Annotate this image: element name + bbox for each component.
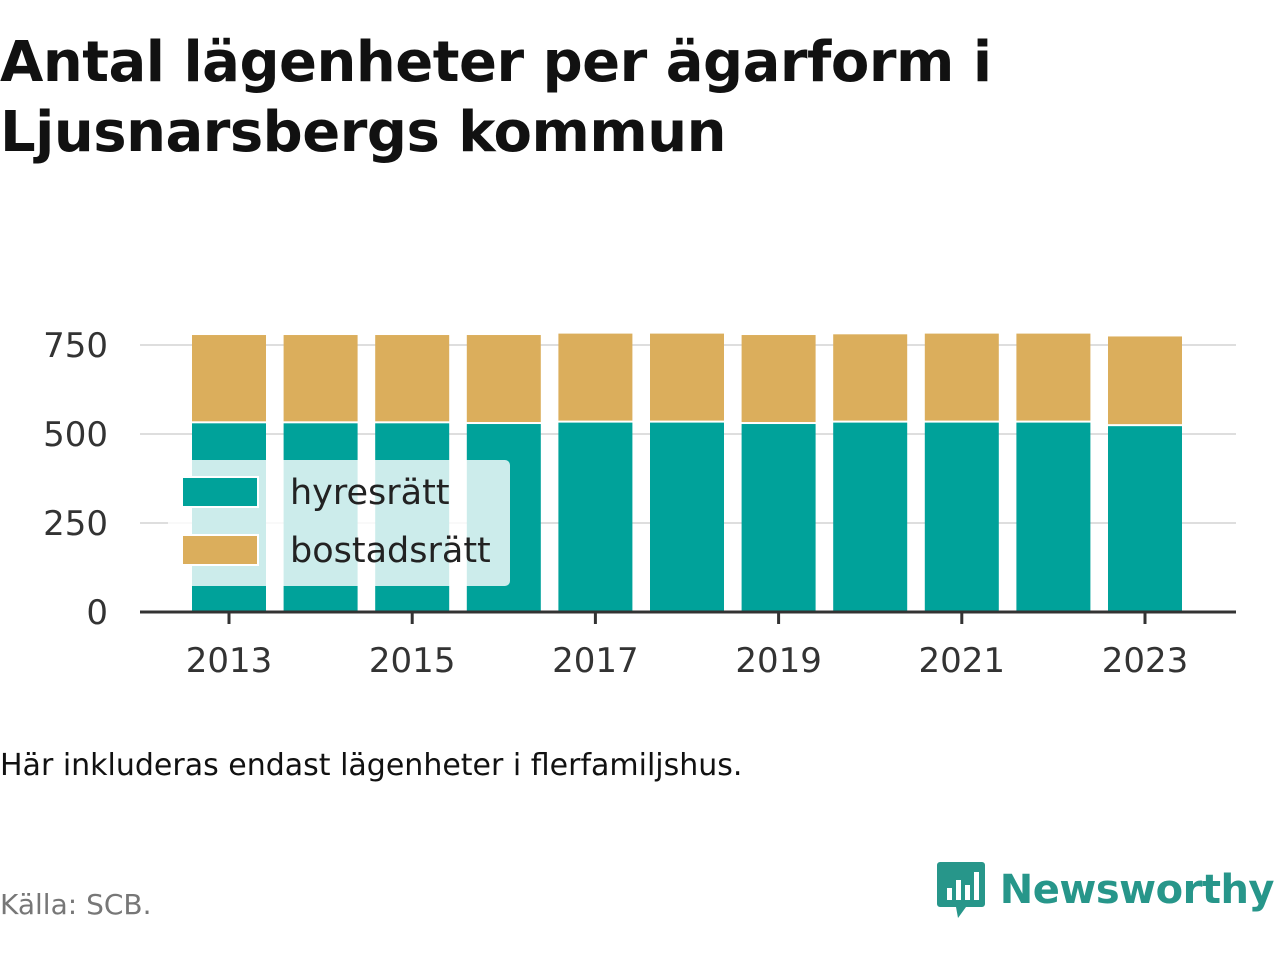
bar-bostadsratt-2015: [375, 335, 450, 422]
bar-hyresratt-2021: [924, 422, 999, 612]
brand-name: Newsworthy: [999, 867, 1275, 913]
axes: 0 250 500 750 2013 2015 2017 2019 2021 2023: [43, 326, 1236, 681]
bar-bostadsratt-2023: [1108, 336, 1182, 425]
y-tick-label: 250: [43, 504, 108, 544]
bar-bostadsratt-2014: [283, 335, 358, 422]
bar-bostadsratt-2022: [1016, 333, 1091, 421]
y-tick-label: 0: [86, 593, 108, 633]
x-tick-label: 2019: [735, 641, 822, 681]
bar-bostadsratt-2017: [558, 333, 633, 421]
newsworthy-chat-icon: [936, 862, 985, 918]
bar-hyresratt-2019: [741, 424, 816, 612]
legend-swatch-hyresratt: [181, 476, 259, 508]
legend: hyresrätt bostadsrätt: [168, 460, 510, 586]
newsworthy-logo: Newsworthy: [936, 860, 1275, 920]
bar-hyresratt-2022: [1016, 422, 1091, 612]
legend-label-hyresratt: hyresrätt: [290, 473, 450, 513]
x-tick-label: 2023: [1102, 641, 1189, 681]
chart-note: Här inkluderas endast lägenheter i flerf…: [0, 748, 743, 783]
x-tick-label: 2013: [186, 641, 273, 681]
y-tick-label: 500: [43, 415, 108, 455]
bar-bostadsratt-2021: [924, 333, 999, 421]
bar-hyresratt-2017: [558, 422, 633, 612]
chart-title: Antal lägenheter per ägarform i Ljusnars…: [0, 30, 992, 165]
bar-bostadsratt-2019: [741, 335, 816, 423]
source-text: Källa: SCB.: [0, 888, 152, 921]
y-tick-label: 750: [43, 326, 108, 366]
bar-bostadsratt-2020: [833, 334, 908, 421]
x-tick-label: 2017: [552, 641, 639, 681]
bar-bostadsratt-2013: [192, 335, 266, 422]
bar-bostadsratt-2016: [466, 335, 541, 423]
x-tick-label: 2015: [369, 641, 456, 681]
legend-label-bostadsratt: bostadsrätt: [290, 531, 491, 571]
bar-hyresratt-2018: [650, 422, 724, 612]
bar-hyresratt-2023: [1108, 426, 1182, 612]
bar-bostadsratt-2018: [650, 333, 724, 421]
bar-hyresratt-2020: [833, 422, 908, 612]
x-tick-label: 2021: [919, 641, 1006, 681]
legend-swatch-bostadsratt: [181, 534, 259, 566]
stacked-bar-chart: 0 250 500 750 2013 2015 2017 2019 2021 2023 hyres…: [43, 326, 1236, 681]
